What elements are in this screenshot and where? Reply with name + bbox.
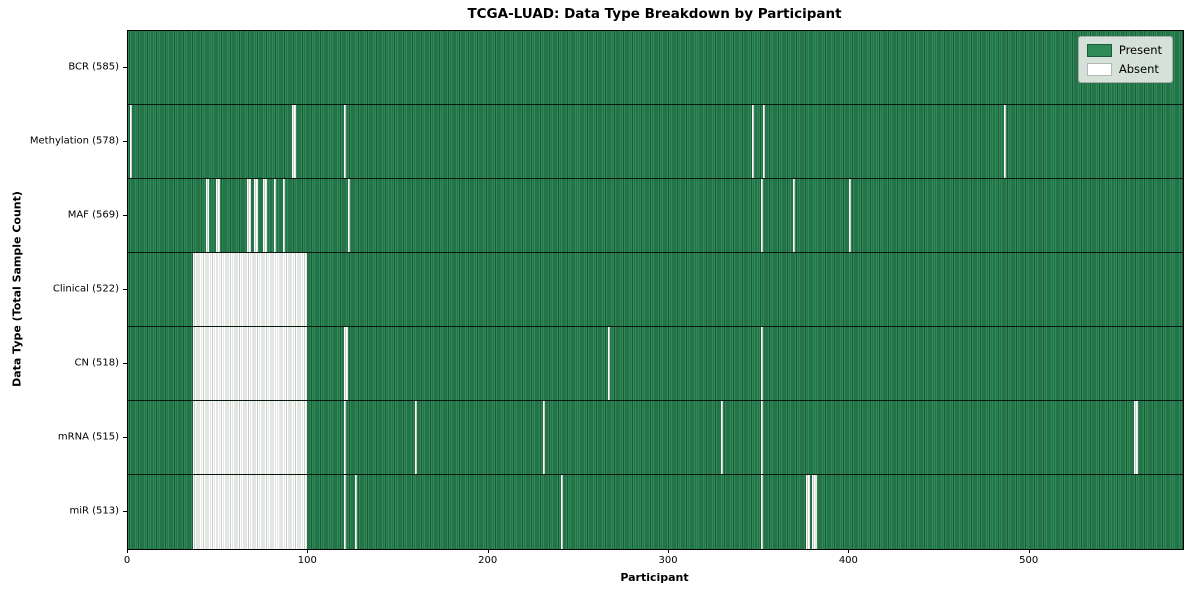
absent-segment	[348, 179, 350, 252]
heatmap-row-methylation	[128, 105, 1183, 179]
absent-segment	[216, 179, 220, 252]
y-tick-mark	[123, 510, 127, 512]
absent-segment	[274, 179, 276, 252]
absent-segment	[762, 105, 765, 178]
absent-segment	[761, 475, 763, 549]
x-tick-mark	[127, 549, 128, 553]
x-tick-label: 200	[478, 555, 498, 566]
absent-segment	[793, 179, 796, 252]
absent-segment	[811, 475, 817, 549]
absent-segment	[344, 327, 349, 400]
y-tick-mark	[123, 140, 127, 142]
heatmap-row-maf	[128, 179, 1183, 253]
legend: Present Absent	[1077, 36, 1173, 83]
y-tick-mark	[123, 288, 127, 290]
absent-segment	[192, 253, 307, 326]
absent-segment	[192, 475, 307, 549]
x-tick-mark	[848, 549, 850, 553]
heatmap-row-mir	[128, 475, 1183, 549]
legend-swatch-present-icon	[1086, 43, 1112, 57]
absent-segment	[607, 327, 610, 400]
absent-segment	[721, 401, 724, 474]
absent-segment	[344, 105, 347, 178]
x-tick-label: 100	[297, 555, 317, 566]
x-tick-label: 400	[838, 555, 858, 566]
x-tick-mark	[1028, 549, 1030, 553]
absent-segment	[254, 179, 258, 252]
absent-segment	[761, 327, 763, 400]
x-tick-mark	[668, 549, 670, 553]
legend-item-present: Present	[1086, 43, 1162, 57]
y-tick-label: Methylation (578)	[29, 135, 119, 147]
heatmap-row-clinical	[128, 253, 1183, 327]
absent-segment	[192, 401, 307, 474]
absent-segment	[1134, 401, 1138, 474]
y-tick-label: mRNA (515)	[57, 431, 119, 443]
x-tick-mark	[307, 549, 309, 553]
legend-label-absent: Absent	[1118, 62, 1159, 76]
absent-segment	[751, 105, 754, 178]
absent-segment	[283, 179, 285, 252]
y-tick-label: MAF (569)	[67, 209, 119, 221]
heatmap-row-cn	[128, 327, 1183, 401]
heatmap-row-mrna	[128, 401, 1183, 475]
legend-swatch-absent-icon	[1086, 62, 1112, 76]
plot-area	[127, 30, 1184, 550]
x-tick-label: 300	[658, 555, 678, 566]
y-tick-mark	[123, 66, 127, 68]
x-tick-label: 0	[123, 555, 131, 566]
y-tick-label: miR (513)	[69, 505, 119, 517]
heatmap-row-bcr	[128, 31, 1183, 105]
absent-segment	[849, 179, 852, 252]
absent-segment	[355, 475, 358, 549]
chart-title: TCGA-LUAD: Data Type Breakdown by Partic…	[467, 6, 842, 22]
y-tick-mark	[123, 214, 127, 216]
y-tick-label: BCR (585)	[68, 61, 119, 73]
absent-segment	[263, 179, 267, 252]
absent-segment	[344, 475, 347, 549]
x-tick-label: 500	[1019, 555, 1039, 566]
absent-segment	[761, 179, 763, 252]
absent-segment	[247, 179, 251, 252]
legend-item-absent: Absent	[1086, 62, 1162, 76]
absent-segment	[292, 105, 296, 178]
absent-segment	[129, 105, 132, 178]
absent-segment	[1004, 105, 1007, 178]
absent-segment	[414, 401, 417, 474]
absent-segment	[205, 179, 210, 252]
legend-label-present: Present	[1118, 43, 1162, 57]
y-tick-label: Clinical (522)	[52, 283, 119, 295]
absent-segment	[761, 401, 763, 474]
absent-segment	[344, 401, 347, 474]
absent-segment	[806, 475, 810, 549]
x-axis-label: Participant	[620, 571, 689, 584]
y-tick-mark	[123, 436, 127, 438]
x-tick-mark	[487, 549, 489, 553]
absent-segment	[192, 327, 307, 400]
y-tick-label: CN (518)	[74, 357, 119, 369]
y-tick-mark	[123, 362, 127, 364]
absent-segment	[560, 475, 563, 549]
absent-segment	[542, 401, 545, 474]
